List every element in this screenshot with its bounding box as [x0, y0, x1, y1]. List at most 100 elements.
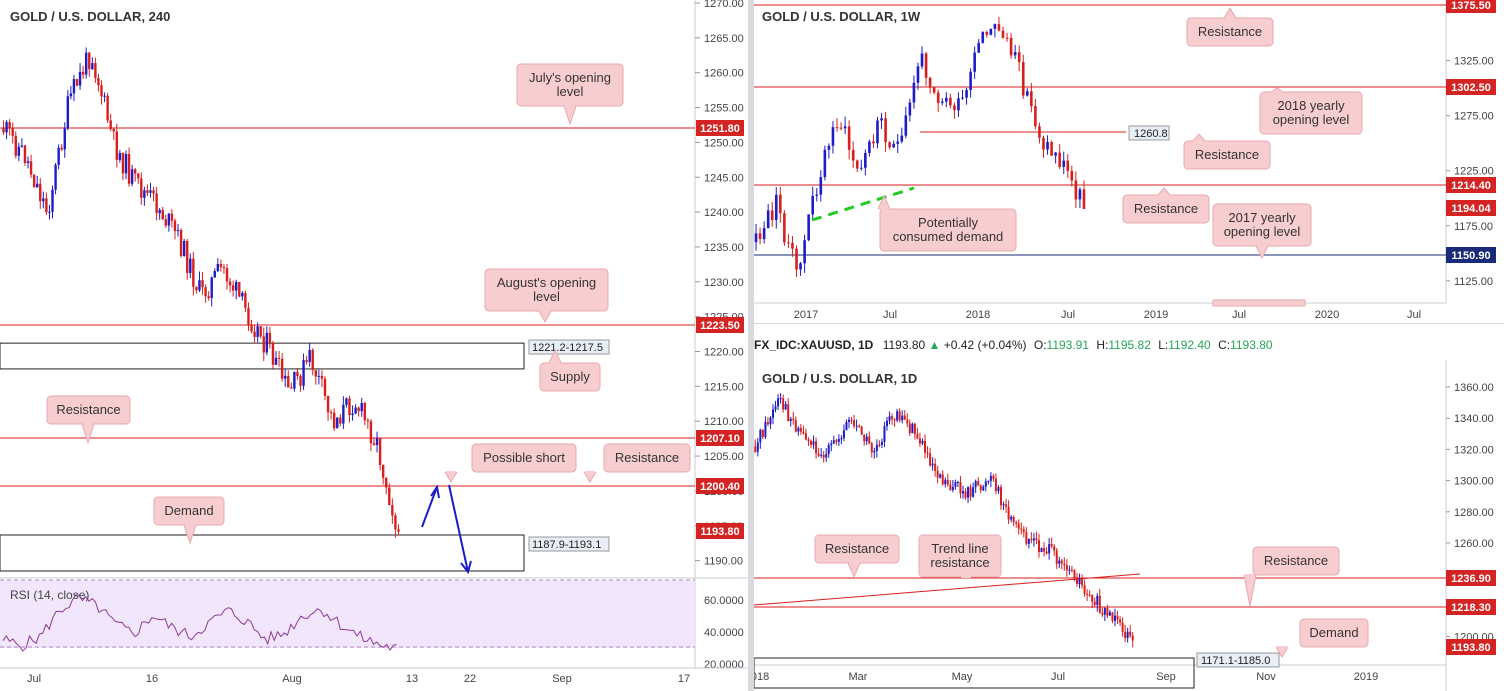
candle-body — [787, 242, 790, 244]
candle-body — [984, 481, 987, 487]
chart-panel-daily[interactable]: 1171.1-1185.0 1360.00 1340.00 1320.00 1300.… — [754, 360, 1504, 691]
candle-body — [222, 266, 226, 269]
candle-body — [277, 357, 281, 359]
open-label: O: — [1033, 338, 1047, 352]
candle-body — [1015, 522, 1018, 524]
candle-body — [1058, 560, 1061, 564]
price-tick-label: 1235.00 — [704, 242, 744, 254]
price-tick-label: 1190.00 — [704, 556, 743, 568]
candle-body — [1025, 532, 1028, 544]
candle-body — [865, 436, 868, 442]
panel-divider-horizontal[interactable] — [754, 323, 1504, 338]
candle-body — [888, 416, 891, 421]
candle-body — [1063, 563, 1066, 566]
candle-body — [1108, 612, 1111, 616]
candle-body — [851, 149, 855, 161]
candle-body — [72, 79, 76, 94]
time-tick-label: 2019 — [1354, 671, 1378, 683]
candle-body — [11, 128, 14, 136]
candle-body — [901, 415, 904, 421]
candle-body — [949, 97, 952, 106]
candle-body — [1017, 523, 1020, 529]
time-tick-label: Sep — [1156, 671, 1176, 683]
chart-daily-svg[interactable]: 1171.1-1185.0 1360.00 1340.00 1320.00 1300.… — [754, 360, 1504, 691]
candle-body — [926, 452, 929, 454]
candle-body — [1007, 506, 1010, 520]
price-tick-label: 1205.00 — [704, 451, 744, 463]
chart-weekly-svg[interactable]: 1260.8 1325.00 1275.00 1225.00 1175.00 1125.… — [754, 0, 1504, 323]
callout-text: 2018 yearly — [1277, 98, 1345, 113]
candle-body — [807, 439, 810, 442]
candle-body — [133, 169, 137, 174]
candle-body — [357, 407, 360, 412]
candle-body — [931, 463, 934, 466]
candle-body — [363, 403, 366, 421]
candle-body — [782, 398, 785, 410]
chart-panel-4h[interactable]: 1221.2-1217.5 1187.9-1193.1 1270.00 1265.0… — [0, 0, 748, 691]
time-tick-label: 16 — [146, 673, 158, 685]
candle-body — [1082, 189, 1086, 209]
candle-body — [898, 411, 901, 421]
candle-body — [979, 485, 982, 491]
candle-body — [1017, 52, 1021, 63]
candle-body — [84, 52, 88, 75]
candle-body — [1021, 62, 1025, 96]
chart-weekly-title: GOLD / U.S. DOLLAR, 1W — [762, 9, 921, 24]
price-tick-label: 1210.00 — [704, 416, 744, 428]
candle-body — [886, 420, 888, 427]
candle-body — [891, 416, 894, 420]
candle-body — [802, 431, 805, 434]
candle-body — [1038, 540, 1040, 552]
chart-4h-svg[interactable]: 1221.2-1217.5 1187.9-1193.1 1270.00 1265.0… — [0, 0, 748, 691]
price-badge — [1446, 177, 1496, 193]
candle-body — [946, 479, 949, 485]
candle-body — [137, 173, 140, 179]
candle-body — [876, 120, 879, 144]
candle-body — [896, 411, 899, 421]
candle-body — [777, 398, 780, 407]
rsi-tick-label: 20.0000 — [704, 659, 744, 671]
candle-body — [819, 177, 823, 195]
candle-body — [754, 446, 757, 452]
callout-text: Resistance — [1195, 147, 1259, 162]
candle-body — [770, 210, 774, 220]
candle-body — [878, 444, 881, 446]
candle-body — [941, 474, 944, 485]
candle-body — [130, 169, 134, 184]
candle-body — [815, 194, 819, 196]
candle-body — [332, 412, 336, 429]
candle-body — [827, 445, 830, 455]
candle-body — [1074, 180, 1078, 200]
panel-divider-vertical[interactable] — [748, 0, 754, 691]
candle-body — [769, 417, 772, 425]
price-tick-label: 1230.00 — [704, 277, 744, 289]
callout-text: Resistance — [825, 541, 889, 556]
price-badge — [1446, 79, 1496, 95]
candle-body — [880, 118, 883, 121]
price-badge — [696, 478, 744, 494]
candle-body — [29, 161, 33, 175]
chart-panel-weekly[interactable]: 1260.8 1325.00 1275.00 1225.00 1175.00 1125.… — [754, 0, 1504, 323]
candle-body — [210, 277, 213, 299]
candle-body — [967, 487, 970, 498]
callout-text: Resistance — [56, 402, 120, 417]
candle-body — [345, 398, 348, 405]
callout-text: Demand — [164, 503, 213, 518]
candle-body — [758, 233, 762, 240]
candle-body — [216, 264, 220, 272]
candle-body — [262, 336, 265, 353]
callout-box — [1183, 140, 1271, 170]
candle-body — [924, 440, 926, 453]
candle-body — [804, 433, 807, 440]
candle-body — [228, 281, 232, 286]
candle-body — [336, 417, 339, 429]
trend-line-resistance — [754, 573, 1141, 606]
demand-zone — [0, 534, 525, 572]
candle-body — [1043, 548, 1046, 552]
candle-body — [66, 96, 70, 129]
candle-body — [1106, 608, 1109, 616]
candle-body — [1076, 577, 1078, 584]
candle-body — [302, 360, 305, 386]
time-tick-label: May — [952, 671, 973, 683]
callout-text: Resistance — [1134, 201, 1198, 216]
